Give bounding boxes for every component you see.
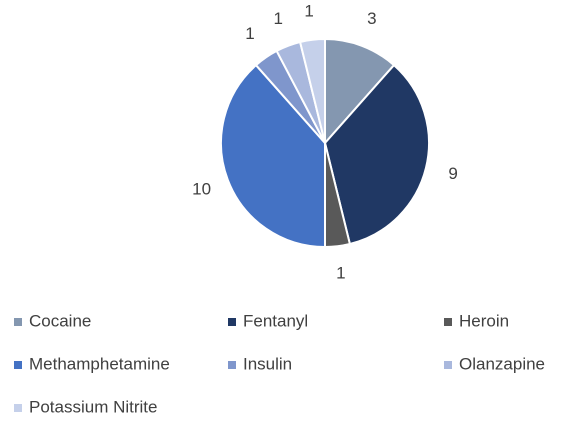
pie-slice	[323, 63, 430, 246]
data-label: 9	[448, 164, 457, 183]
legend-swatch	[14, 318, 22, 326]
legend-label: Potassium Nitrite	[29, 397, 157, 416]
legend-swatch	[14, 404, 22, 412]
pie-slice	[220, 63, 326, 249]
data-label: 1	[336, 264, 345, 283]
legend-label: Heroin	[459, 311, 509, 330]
legend-label: Olanzapine	[459, 354, 545, 373]
legend-swatch	[228, 361, 236, 369]
legend-label: Cocaine	[29, 311, 91, 330]
legend-label: Fentanyl	[243, 311, 308, 330]
data-label: 1	[273, 9, 282, 28]
data-label: 1	[304, 1, 313, 20]
legend-label: Insulin	[243, 354, 292, 373]
data-label: 3	[367, 9, 376, 28]
data-label: 1	[245, 24, 254, 43]
legend-swatch	[444, 361, 452, 369]
data-label: 10	[192, 179, 211, 198]
pie-slice	[324, 37, 396, 146]
legend-label: Methamphetamine	[29, 354, 170, 373]
legend-swatch	[14, 361, 22, 369]
legend-swatch	[228, 318, 236, 326]
legend-swatch	[444, 318, 452, 326]
pie-slice	[298, 37, 326, 144]
